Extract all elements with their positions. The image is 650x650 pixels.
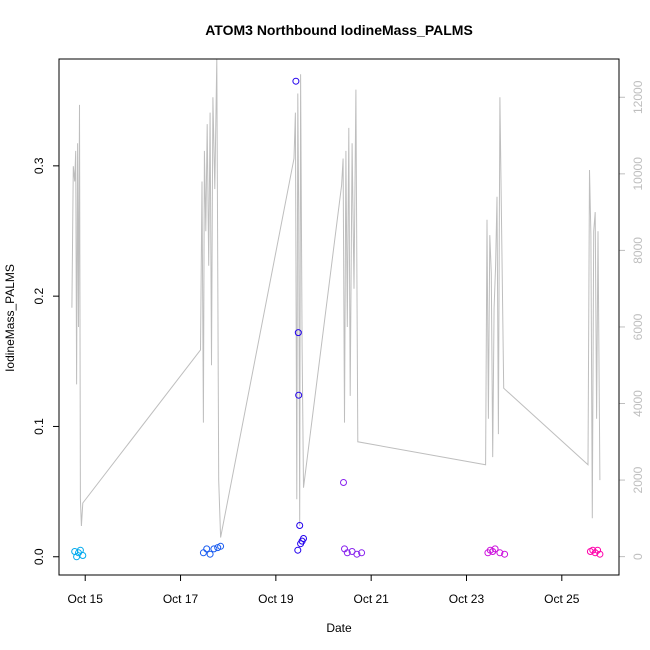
data-point [295, 391, 303, 399]
data-point [300, 535, 307, 542]
points-layer [71, 77, 604, 561]
data-point [294, 546, 302, 554]
data-point [358, 549, 366, 557]
data-point [594, 546, 602, 554]
plot-frame [58, 58, 620, 576]
x-axis-label: Date [326, 621, 352, 635]
x-tick-label: Oct 17 [163, 592, 199, 606]
x-tick-label: Oct 15 [68, 592, 104, 606]
secondary-series-line [71, 58, 601, 538]
data-point [353, 550, 361, 558]
data-point [501, 550, 509, 558]
x-tick-label: Oct 25 [544, 592, 580, 606]
data-point [296, 522, 304, 529]
data-point [203, 545, 211, 553]
data-point [79, 552, 87, 559]
y2-tick-label: 0 [631, 553, 645, 560]
y-tick-label: 0.3 [32, 157, 46, 174]
y-tick-label: 0.1 [32, 418, 46, 435]
data-point [496, 549, 504, 557]
data-point [491, 545, 499, 553]
axes-layer: Oct 15 Oct 17 Oct 19 Oct 21 Oct 23 Oct 25 0.0 0… [32, 80, 645, 606]
x-tick-label: Oct 23 [449, 592, 485, 606]
chart-title: ATOM3 Northbound IodineMass_PALMS [205, 22, 473, 38]
data-point [292, 77, 300, 85]
data-point [343, 549, 351, 557]
data-point [294, 329, 302, 337]
data-point [340, 479, 347, 486]
x-tick-label: Oct 19 [258, 592, 294, 606]
secondary-line-layer [71, 58, 601, 538]
data-point [210, 545, 218, 553]
y2-tick-label: 12000 [631, 80, 645, 114]
y-tick-label: 0.0 [32, 548, 46, 565]
y2-tick-label: 8000 [631, 237, 645, 264]
data-point [206, 550, 214, 558]
data-point [199, 549, 207, 557]
data-point [596, 550, 604, 558]
y2-tick-label: 4000 [631, 390, 645, 417]
y-axis-label: IodineMass_PALMS [3, 264, 17, 372]
data-point [217, 542, 225, 550]
y2-tick-label: 2000 [631, 466, 645, 493]
y-tick-label: 0.2 [32, 288, 46, 305]
y2-tick-label: 10000 [631, 157, 645, 191]
y2-tick-label: 6000 [631, 313, 645, 340]
x-tick-label: Oct 21 [353, 592, 389, 606]
